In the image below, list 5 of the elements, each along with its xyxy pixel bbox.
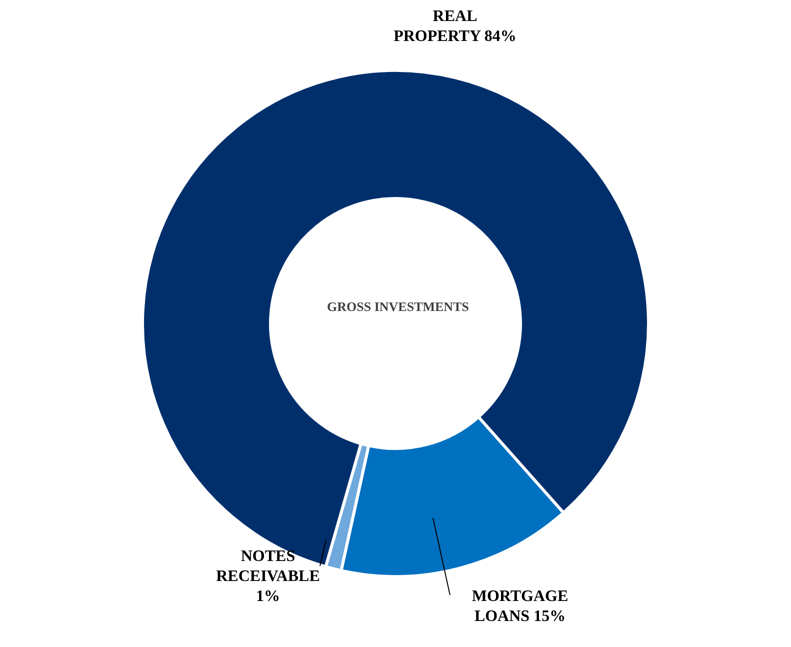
slice-label: REAL PROPERTY 84% bbox=[394, 8, 516, 45]
text: GROSS INVESTMENTS bbox=[327, 299, 469, 314]
slice-label: NOTES RECEIVABLE bbox=[216, 548, 320, 585]
data-label: 1% bbox=[256, 588, 280, 605]
slice-label: MORTGAGE LOANS 15% bbox=[472, 588, 568, 625]
